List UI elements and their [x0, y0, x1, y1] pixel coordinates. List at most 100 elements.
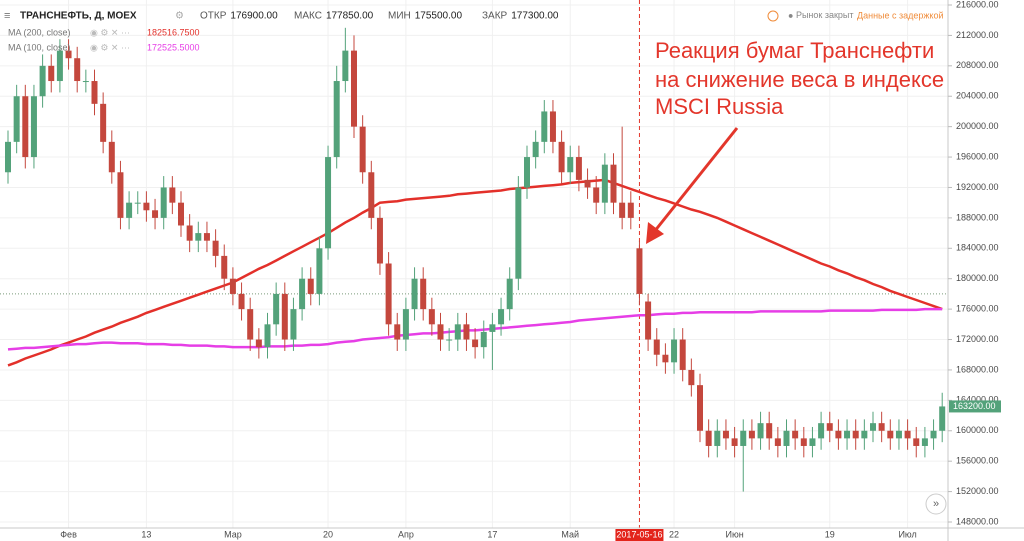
candle-body — [852, 430, 859, 439]
candle-body — [351, 50, 357, 127]
y-tick-label: 216000.00 — [956, 0, 999, 9]
market-status-text: Рынок закрыт — [796, 10, 854, 20]
legend-icons: ◉ ⚙ ✕ ⋯ — [90, 42, 130, 52]
x-tick-label: 13 — [141, 529, 151, 539]
x-tick-label: 17 — [487, 529, 497, 539]
candle-body — [722, 430, 729, 439]
candle-body — [783, 430, 790, 446]
candle-body — [195, 233, 202, 241]
annotation-line: MSCI Russia — [655, 94, 784, 119]
x-tick-label: 19 — [825, 529, 835, 539]
candle-body — [134, 202, 141, 204]
y-tick-label: 192000.00 — [956, 182, 999, 192]
data-delay[interactable]: Данные с задержкой — [857, 10, 944, 20]
candle-body — [30, 96, 37, 158]
ohlc-label: ОТКР — [200, 11, 227, 22]
candle-body — [878, 423, 885, 431]
ma-line — [7, 178, 943, 367]
candle-body — [316, 248, 323, 294]
candle-body — [255, 339, 262, 348]
legend: MA (200, close) ◉ ⚙ ✕ ⋯ 182516.7500 MA (100… — [8, 27, 200, 52]
candle-body — [601, 164, 608, 203]
x-tick-label: 22 — [669, 529, 679, 539]
y-tick-label: 200000.00 — [956, 121, 999, 131]
candle-body — [887, 430, 894, 439]
y-tick-label: 204000.00 — [956, 91, 999, 101]
candle-body — [800, 438, 807, 446]
candle-body — [549, 111, 556, 142]
axes: 148000.00 152000.00 156000.00 160000.00 1640… — [60, 0, 1001, 541]
candle-body — [619, 202, 626, 218]
candle-body — [480, 331, 487, 348]
candle-body — [610, 164, 617, 203]
candle-body — [428, 309, 435, 325]
legend-label: MA (200, close) — [8, 27, 71, 37]
candle-body — [203, 233, 210, 241]
candle-body — [446, 339, 453, 341]
candle-body — [39, 65, 46, 97]
candle-body — [748, 430, 755, 439]
x-tick-label: Июл — [898, 529, 916, 539]
annotation-arrow — [652, 127, 739, 233]
candle-body — [65, 50, 72, 59]
ohlc-value: 177300.00 — [511, 11, 559, 22]
menu-icon[interactable]: ≡ — [4, 10, 10, 22]
candle-body — [558, 141, 565, 173]
candle-body — [221, 255, 228, 279]
candle-body — [774, 438, 781, 446]
candle-body — [376, 217, 383, 264]
candle-body — [627, 202, 634, 218]
ohlc-label: МАКС — [294, 11, 322, 22]
last-price-label: 163200.00 — [953, 401, 996, 411]
candle-body — [402, 309, 409, 340]
candle-body — [636, 248, 643, 294]
scroll-button[interactable] — [925, 493, 947, 515]
y-tick-label: 184000.00 — [956, 243, 999, 253]
candle-body — [463, 324, 470, 340]
legend-icons: ◉ ⚙ ✕ ⋯ — [90, 27, 130, 37]
candle-body — [818, 423, 825, 439]
ohlc-header: ОТКР 176900.00 МАКС 177850.00 МИН 175500.00 ЗА… — [200, 11, 559, 22]
candle-body — [515, 187, 522, 279]
y-tick-label: 168000.00 — [956, 364, 999, 374]
settings-icon[interactable]: ⚙ — [175, 11, 184, 22]
candle-body — [48, 65, 55, 82]
x-tick-label: Мар — [224, 529, 242, 539]
candle-body — [22, 96, 29, 158]
candle-body — [835, 430, 842, 439]
y-tick-label: 148000.00 — [956, 516, 999, 526]
candle-body — [281, 293, 288, 340]
crosshair-date: 2017-05-16 — [616, 529, 662, 539]
candle-body — [679, 339, 686, 370]
candle-body — [385, 263, 392, 325]
scroll-icon[interactable]: » — [933, 498, 939, 510]
candle-body — [809, 438, 816, 446]
candle-body — [870, 423, 876, 431]
candle-body — [584, 179, 591, 188]
market-status: ● Рынок закрыт — [788, 10, 854, 20]
candle-body — [152, 210, 159, 218]
candle-body — [740, 430, 747, 446]
y-tick-label: 172000.00 — [956, 334, 999, 344]
candle-body — [524, 157, 530, 188]
ohlc-value: 176900.00 — [230, 11, 278, 22]
symbol: ТРАНСНЕФТЬ, Д, MOEX — [20, 11, 137, 22]
ohlc-label: ЗАКР — [482, 11, 508, 22]
candle-body — [697, 385, 703, 431]
candle-body — [826, 423, 833, 431]
candle-body — [126, 202, 133, 218]
candle-body — [394, 324, 401, 340]
candle-body — [575, 157, 582, 180]
status-icon — [767, 10, 779, 22]
candle-body — [714, 430, 721, 446]
candle-body — [108, 141, 115, 173]
candle-body — [541, 111, 548, 142]
candle-body — [186, 225, 193, 241]
candle-body — [325, 157, 332, 249]
candle-body — [489, 324, 496, 332]
candle-body — [91, 81, 98, 104]
candle-body — [299, 278, 306, 310]
legend-label: MA (100, close) — [8, 42, 71, 52]
y-tick-label: 160000.00 — [956, 425, 999, 435]
